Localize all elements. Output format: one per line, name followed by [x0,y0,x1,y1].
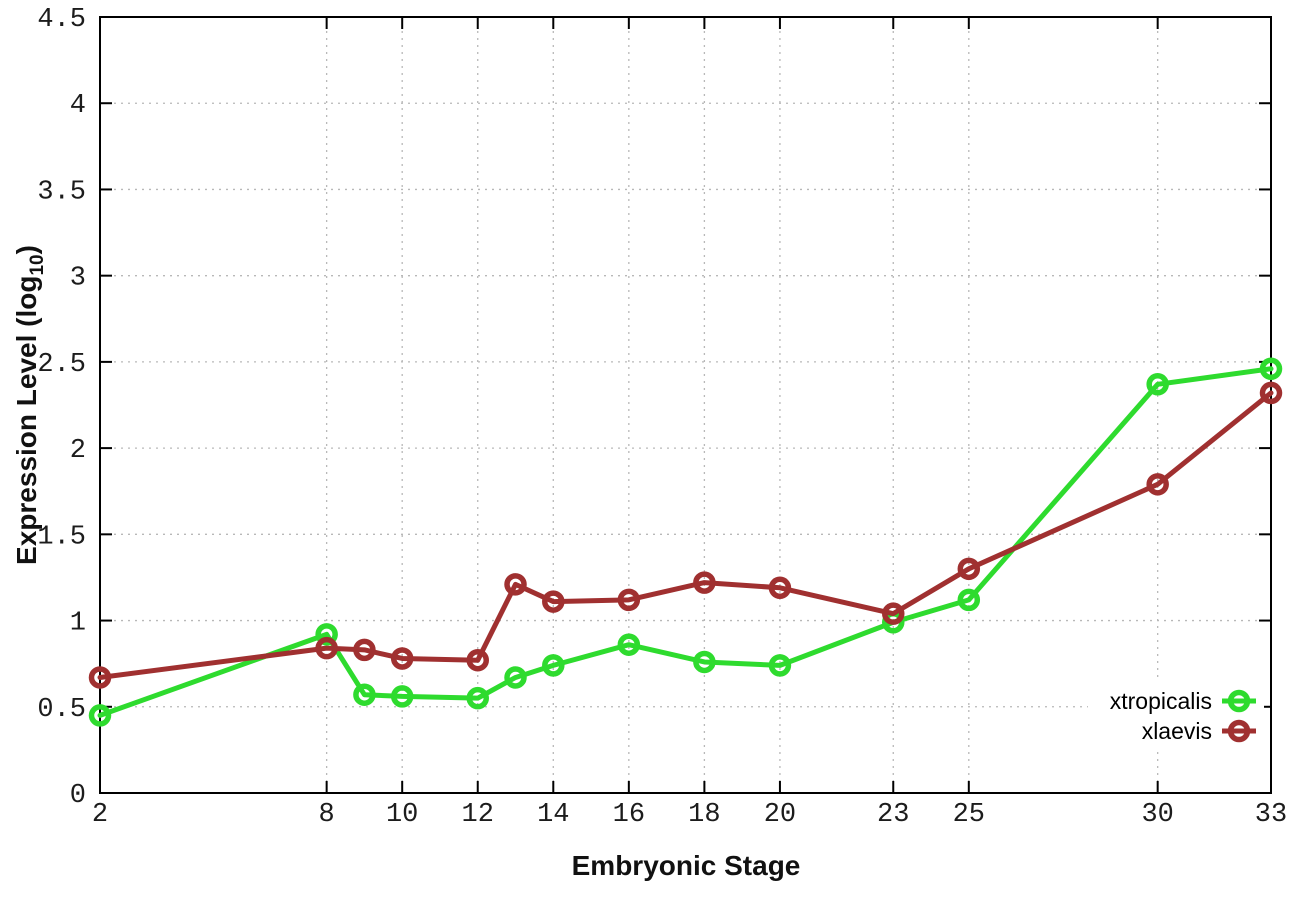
y-tick-label: 1 [70,609,86,639]
series-marker-xtropicalis [1259,357,1283,381]
series-line-xtropicalis [97,366,1274,718]
series-marker-xlaevis [542,590,565,613]
series-marker-xtropicalis [88,704,112,727]
series-marker-xtropicalis [315,623,338,646]
series-marker-xtropicalis [768,654,792,677]
plot-border [99,16,1272,794]
series-marker-xtropicalis [617,633,641,656]
legend-marker-icon [1227,689,1251,713]
series-marker-xlaevis [315,636,338,660]
y-tick-label: 4 [70,91,86,121]
y-tick-label: 0.5 [37,695,86,725]
series-marker-xtropicalis [390,685,414,708]
x-tick-label: 8 [319,800,335,830]
series-marker-xlaevis [1259,381,1283,405]
x-tick-label: 33 [1255,800,1287,830]
series-marker-xlaevis [466,648,489,672]
series-marker-xtropicalis [466,686,489,710]
x-tick-label: 18 [688,800,720,830]
y-tick-label: 0 [70,781,86,811]
y-axis-title: Expression Level (log10) [11,245,49,565]
y-tick-label: 2.5 [37,350,86,380]
series-marker-xlaevis [693,571,716,594]
x-tick-label: 16 [613,800,645,830]
x-tick-label: 14 [537,800,569,830]
series-marker-xlaevis [88,666,112,689]
series-marker-xlaevis [1146,473,1169,496]
series-marker-xlaevis [768,576,792,600]
series-marker-xtropicalis [957,588,981,612]
legend-label: xlaevis [1142,718,1212,744]
x-tick-label: 20 [764,800,796,830]
y-tick-label: 3 [70,264,86,294]
x-tick-label: 25 [953,800,985,830]
y-axis-title-main: Expression Level (log [11,275,43,565]
series-marker-xlaevis [957,557,981,581]
series-marker-xtropicalis [693,650,716,674]
y-tick-label: 1.5 [37,522,86,552]
x-axis-title: Embryonic Stage [571,850,801,881]
y-axis-title-subscript: 10 [26,254,48,276]
x-tick-label: 10 [386,800,418,830]
series-marker-xlaevis [353,638,376,662]
x-tick-label: 12 [462,800,494,830]
x-tick-label: 2 [92,800,108,830]
y-tick-label: 3.5 [37,177,86,207]
legend-label: xtropicalis [1110,688,1212,714]
x-tick-label: 30 [1141,800,1173,830]
y-tick-label: 4.5 [37,5,86,35]
y-axis-title-end: ) [11,245,43,255]
series-marker-xlaevis [390,647,414,670]
series-line-xlaevis [97,390,1274,680]
x-tick-label: 23 [877,800,909,830]
y-tick-label: 2 [70,436,86,466]
series-marker-xtropicalis [504,666,527,689]
legend-marker-icon [1227,719,1251,743]
series-marker-xlaevis [617,588,641,612]
series-marker-xlaevis [882,602,905,625]
series-marker-xtropicalis [542,654,565,677]
series-marker-xlaevis [504,573,527,596]
series-marker-xtropicalis [353,683,376,706]
series-marker-xtropicalis [1146,373,1169,396]
